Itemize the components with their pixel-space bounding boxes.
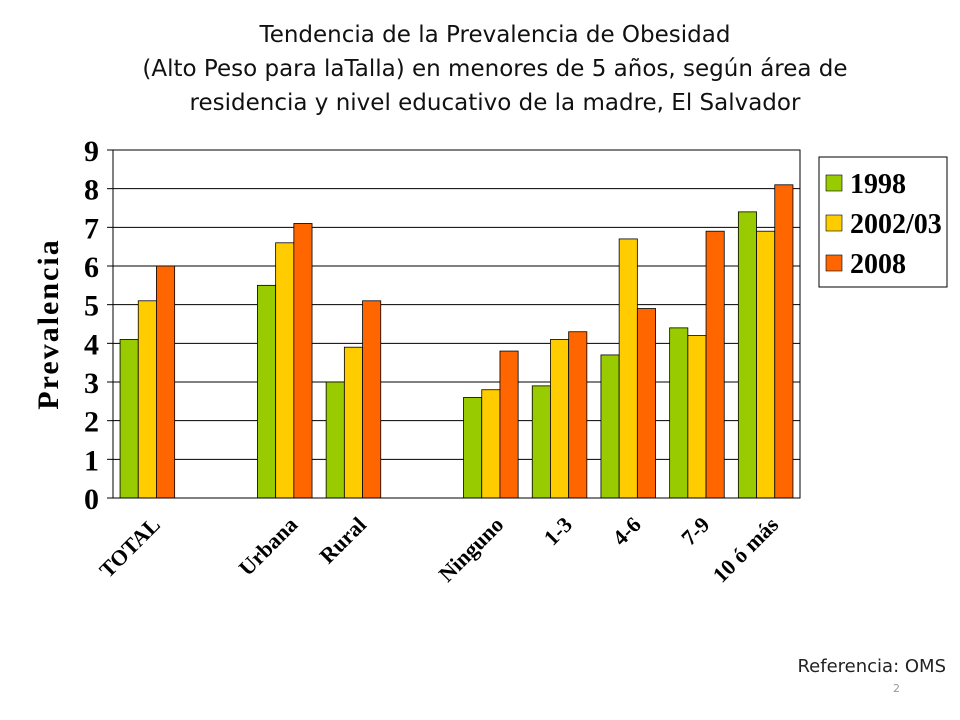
bar-1998-7 [531,385,551,499]
title-line-2: (Alto Peso para laTalla) en menores de 5… [142,56,848,82]
y-tick-label: 0 [84,483,99,516]
bar-2008-7 [568,331,588,499]
y-tick-label: 9 [84,135,99,168]
bar-1998-9 [669,327,689,499]
y-tick-label: 7 [84,212,99,245]
legend-swatch [825,214,843,232]
bar-1998-3 [257,284,277,499]
bar-1998-6 [463,397,483,499]
y-tick-label: 4 [84,328,99,361]
bar-1998-1 [119,339,139,499]
x-tick-label: Ninguno [434,512,509,587]
bar-200203-10 [756,230,776,499]
bar-2008-4 [362,300,382,499]
y-axis-label: Prevalencia [32,238,65,409]
x-tick-label: 4-6 [607,512,645,550]
legend-label: 1998 [850,169,906,200]
bar-200203-1 [137,300,157,499]
bar-2008-8 [636,308,656,499]
y-tick-label: 3 [84,367,99,400]
bar-200203-7 [550,339,570,499]
title-line-3: residencia y nivel educativo de la madre… [189,90,801,116]
legend-swatch [825,174,843,192]
x-tick-label: 1-3 [539,512,577,550]
x-tick-labels: TOTAL Urbana Rural Ninguno 1-3 4-6 7-910 ó más [94,512,783,588]
legend-label: 2008 [850,249,906,280]
x-tick-label: TOTAL [94,512,165,583]
y-tick-labels: 0 1 2 3 4 5 6 7 8 9 [84,135,99,516]
bar-200203-9 [687,335,707,499]
bar-2008-10 [774,184,794,499]
bar-1998-4 [325,381,345,499]
bar-200203-6 [481,389,501,499]
bar-1998-8 [600,354,620,499]
y-tick-label: 5 [84,290,99,323]
x-tick-label: Urbana [234,512,303,581]
y-tick-label: 8 [84,174,99,207]
bar-1998-10 [737,211,757,499]
legend-label: 2002/03 [850,209,942,240]
x-tick-label: Rural [314,512,371,569]
bars-group [119,184,794,499]
x-tick-label: 10 ó más [708,512,784,588]
y-tick-label: 1 [84,444,99,477]
bar-200203-3 [275,242,295,499]
axes [107,149,801,499]
chart-title: Tendencia de la Prevalencia de Obesidad … [90,18,900,120]
bar-2008-9 [705,230,725,499]
bar-2008-6 [499,350,519,499]
bar-2008-3 [293,223,313,499]
y-tick-label: 6 [84,251,99,284]
legend-swatch [825,254,843,272]
y-tick-label: 2 [84,406,99,439]
x-tick-label: 7-9 [676,512,714,550]
title-line-1: Tendencia de la Prevalencia de Obesidad [259,22,731,48]
bar-200203-8 [618,238,638,499]
page-number: 2 [893,682,900,695]
reference-note: Referencia: OMS [797,656,946,677]
bar-200203-4 [343,346,363,499]
legend: 1998 2002/03 2008 [818,156,948,288]
bar-2008-1 [156,265,176,499]
plot-area-border [112,149,801,499]
